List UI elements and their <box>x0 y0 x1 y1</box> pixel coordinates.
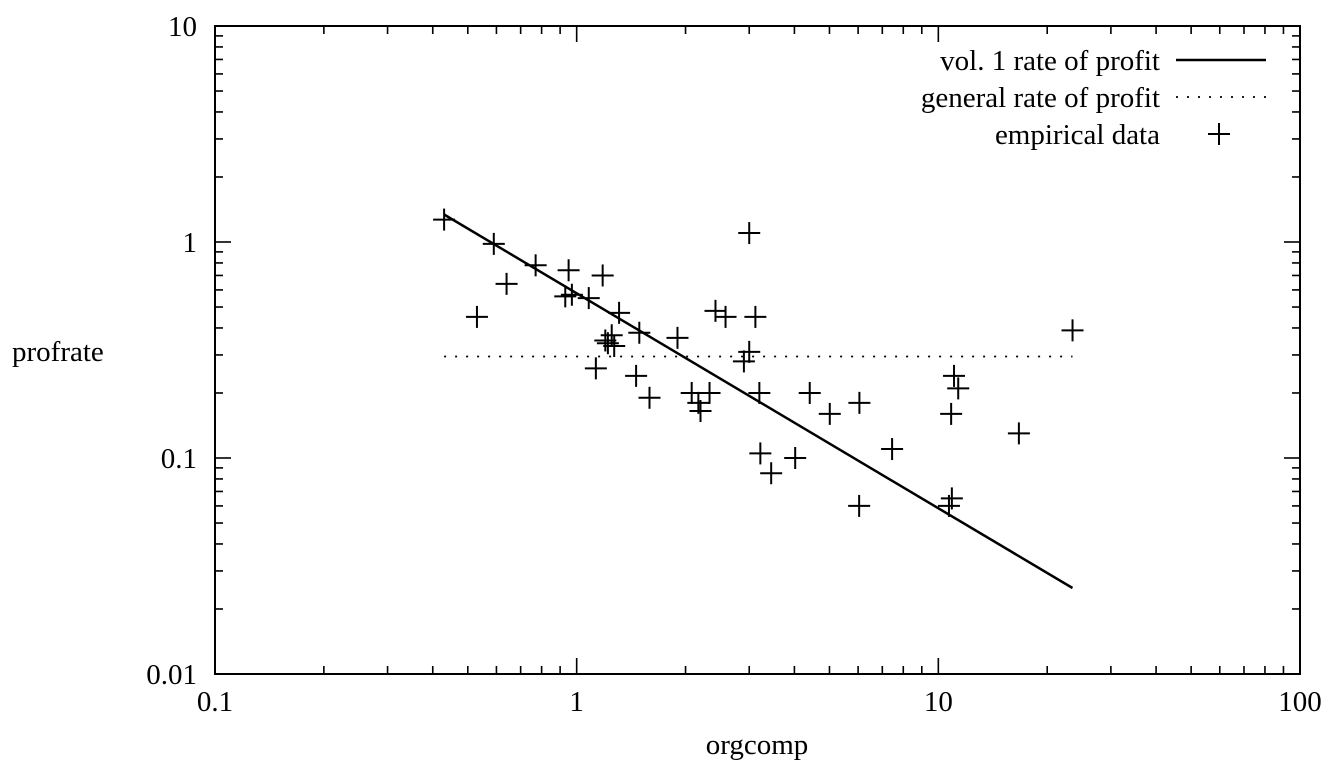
data-point <box>524 254 547 277</box>
y-tick-labels: 0.01 0.1 1 10 <box>146 11 197 691</box>
legend-label: vol. 1 rate of profit <box>940 45 1160 77</box>
axis-ticks <box>214 25 1301 675</box>
data-point <box>666 326 689 349</box>
data-point <box>748 381 771 404</box>
data-point <box>818 402 841 425</box>
y-tick-label: 0.1 <box>161 443 197 475</box>
data-point <box>600 324 623 347</box>
data-point <box>947 377 970 400</box>
y-tick-label: 10 <box>168 11 197 43</box>
data-point <box>495 272 518 295</box>
y-axis-label: profrate <box>12 336 104 368</box>
vol1-rate-line <box>443 213 1074 590</box>
data-point <box>594 329 617 352</box>
data-point <box>738 222 761 245</box>
plot-frame <box>214 25 1301 675</box>
x-tick-label: 1 <box>569 686 584 718</box>
data-point <box>704 299 727 322</box>
x-axis-label: orgcomp <box>706 729 809 761</box>
data-point <box>698 381 721 404</box>
legend-label: general rate of profit <box>921 82 1160 114</box>
data-point <box>1061 319 1084 342</box>
data-point <box>784 447 807 469</box>
y-tick-label: 0.01 <box>146 659 197 691</box>
legend: vol. 1 rate of profit general rate of pro… <box>921 45 1266 151</box>
data-point <box>557 259 580 282</box>
y-tick-label: 1 <box>183 227 198 259</box>
x-tick-label: 10 <box>924 686 953 718</box>
data-point <box>760 462 783 485</box>
data-point <box>603 335 626 358</box>
data-point <box>798 381 821 404</box>
data-point <box>560 283 583 306</box>
data-point <box>940 487 963 510</box>
plot-area <box>433 208 1084 590</box>
data-point <box>1007 422 1030 445</box>
data-point <box>584 357 607 380</box>
data-point <box>848 494 871 517</box>
data-point <box>689 400 712 423</box>
data-point <box>738 340 761 363</box>
data-point <box>465 305 488 328</box>
data-point <box>732 350 755 373</box>
data-point <box>482 232 505 255</box>
data-point <box>591 264 614 287</box>
data-point <box>625 364 648 387</box>
data-point <box>433 208 456 231</box>
legend-label: empirical data <box>995 119 1160 151</box>
data-point <box>554 285 577 308</box>
data-point <box>628 321 651 344</box>
data-point <box>714 305 737 328</box>
data-point <box>608 301 631 324</box>
data-point <box>848 391 871 414</box>
data-point <box>749 442 772 465</box>
data-point <box>577 287 600 310</box>
data-point <box>943 364 966 387</box>
data-point <box>940 402 963 425</box>
legend-sample-marker <box>1208 123 1230 145</box>
x-tick-label: 0.1 <box>197 686 233 718</box>
x-tick-labels: 0.1 1 10 100 <box>197 686 1322 718</box>
data-point <box>744 305 767 328</box>
x-tick-label: 100 <box>1278 686 1322 718</box>
data-point <box>638 386 661 409</box>
data-point <box>881 438 904 461</box>
